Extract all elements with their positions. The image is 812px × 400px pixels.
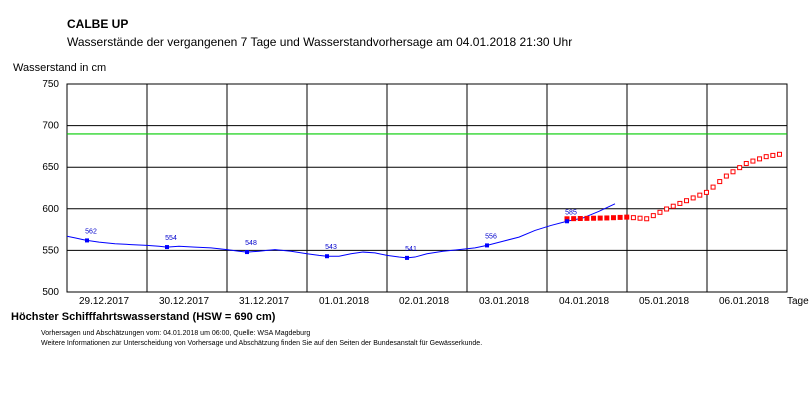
forecast-marker: [617, 214, 623, 220]
forecast-marker: [657, 209, 663, 215]
daily-marker-label: 541: [405, 246, 417, 253]
x-tick-label: 30.12.2017: [159, 296, 209, 307]
daily-marker: [325, 254, 329, 259]
forecast-marker: [690, 195, 696, 201]
daily-marker: [565, 219, 569, 224]
forecast-marker: [743, 160, 749, 166]
daily-marker: [85, 238, 89, 243]
x-tick-label: 04.01.2018: [559, 296, 609, 307]
y-axis-label: Wasserstand in cm: [13, 62, 107, 74]
forecast-marker: [644, 216, 650, 222]
forecast-marker: [684, 198, 690, 204]
daily-marker: [485, 243, 489, 248]
forecast-marker: [677, 200, 683, 206]
daily-markers: 562 554 548 543 541 556 585: [85, 209, 577, 260]
forecast-marker: [757, 156, 763, 162]
plot-frame: [66, 83, 788, 293]
source-note: Vorhersagen und Abschätzungen vom: 04.01…: [41, 330, 311, 337]
forecast-marker: [717, 179, 723, 185]
forecast-marker: [604, 215, 610, 221]
info-note: Weitere Informationen zur Unterscheidung…: [41, 340, 483, 347]
forecast-marker: [624, 214, 630, 220]
chart-subtitle: Wasserstände der vergangenen 7 Tage und …: [67, 35, 573, 49]
forecast-marker: [703, 189, 709, 195]
forecast-marker: [763, 154, 769, 160]
y-tick-label: 750: [42, 79, 59, 90]
daily-marker-label: 548: [245, 240, 257, 247]
forecast-marker: [697, 192, 703, 198]
forecast-marker: [597, 215, 603, 221]
forecast-marker: [670, 203, 676, 209]
forecast-marker: [776, 151, 782, 157]
y-tick-label: 500: [42, 287, 59, 298]
hsw-caption: Höchster Schifffahrtswasserstand (HSW = …: [11, 311, 276, 323]
y-tick-label: 600: [42, 204, 59, 215]
y-tick-label: 700: [42, 121, 59, 132]
forecast-marker: [730, 169, 736, 175]
forecast-marker: [591, 215, 597, 221]
forecast-series: [564, 151, 782, 222]
x-tick-label: 31.12.2017: [239, 296, 289, 307]
forecast-marker: [571, 216, 577, 222]
daily-marker-label: 585: [565, 209, 577, 216]
forecast-marker: [723, 173, 729, 179]
x-tick-label: 05.01.2018: [639, 296, 689, 307]
forecast-marker: [577, 216, 583, 222]
daily-marker: [165, 245, 169, 250]
daily-marker-label: 554: [165, 235, 177, 242]
x-tick-label: 06.01.2018: [719, 296, 769, 307]
forecast-marker: [650, 213, 656, 219]
x-tick-labels: 29.12.2017 30.12.2017 31.12.2017 01.01.2018…: [79, 296, 769, 307]
daily-marker-label: 556: [485, 233, 497, 240]
y-tick-label: 650: [42, 162, 59, 173]
forecast-marker: [610, 215, 616, 221]
forecast-marker: [750, 158, 756, 164]
forecast-marker: [584, 215, 590, 221]
chart-grid: [66, 83, 788, 293]
x-tick-label: 02.01.2018: [399, 296, 449, 307]
chart-title: CALBE UP: [67, 17, 129, 31]
daily-marker: [405, 255, 409, 260]
daily-marker: [245, 250, 249, 255]
daily-marker-label: 562: [85, 228, 97, 235]
forecast-marker: [737, 165, 743, 171]
forecast-marker: [630, 215, 636, 221]
daily-marker-label: 543: [325, 244, 337, 251]
x-tick-label: 03.01.2018: [479, 296, 529, 307]
forecast-marker: [664, 206, 670, 212]
y-tick-labels: 500 550 600 650 700 750: [42, 79, 59, 298]
forecast-marker: [770, 152, 776, 158]
measured-series: [66, 203, 616, 259]
y-tick-label: 550: [42, 245, 59, 256]
forecast-marker: [637, 215, 643, 221]
x-tick-label: 29.12.2017: [79, 296, 129, 307]
measured-line: [66, 203, 616, 259]
x-tick-label: 01.01.2018: [319, 296, 369, 307]
x-axis-unit-label: Tage: [787, 296, 809, 307]
forecast-marker: [710, 184, 716, 190]
